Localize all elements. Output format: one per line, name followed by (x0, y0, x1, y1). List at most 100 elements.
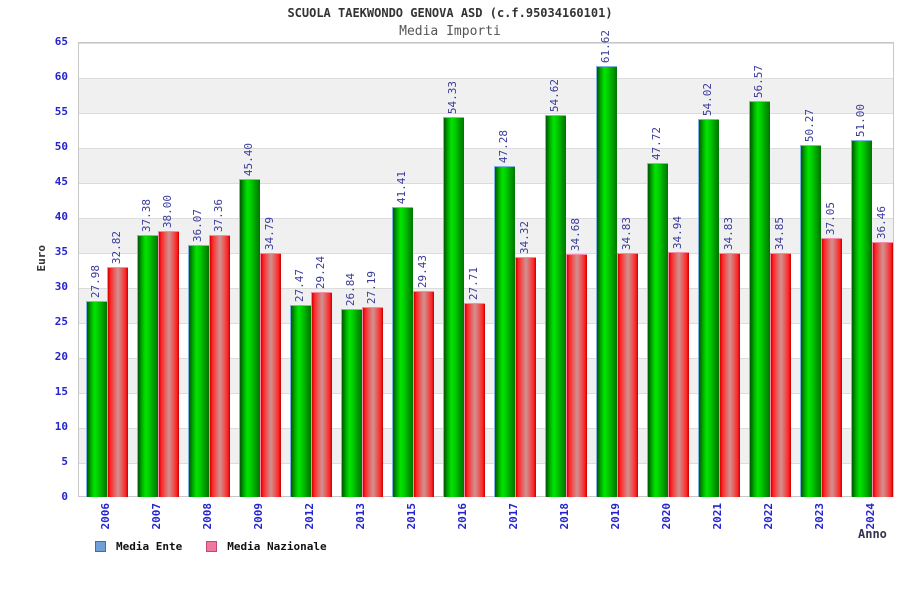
legend-label-media-nazionale: Media Nazionale (227, 540, 327, 553)
y-tick-label: 10 (54, 420, 68, 433)
x-tick-label: 2022 (762, 503, 775, 530)
legend-item-media-nazionale: Media Nazionale (206, 540, 327, 553)
bar-value-label: 34.83 (722, 216, 735, 250)
bar-media-ente (494, 166, 515, 497)
x-tick-label: 2021 (711, 503, 724, 530)
x-tick-label: 2013 (354, 503, 367, 530)
bar-media-nazionale (260, 253, 281, 497)
legend-item-media-ente: Media Ente (95, 540, 182, 553)
bar-value-label: 37.05 (824, 201, 837, 235)
bar-media-nazionale (464, 303, 485, 497)
bar-media-ente (800, 145, 821, 497)
bar-value-label: 32.82 (110, 230, 123, 264)
x-tick-label: 2019 (609, 503, 622, 530)
bar-media-nazionale (158, 231, 179, 497)
bar-value-label: 41.41 (395, 170, 408, 204)
bar-media-ente (290, 305, 311, 497)
bar-value-label: 37.38 (140, 198, 153, 232)
bar-media-ente (443, 117, 464, 497)
bar-media-nazionale (413, 291, 434, 497)
bar-media-nazionale (821, 238, 842, 497)
bar-media-ente (851, 140, 872, 497)
bar-value-label: 27.98 (89, 264, 102, 298)
y-tick-label: 65 (54, 35, 68, 48)
bar-value-label: 51.00 (854, 103, 867, 137)
bar-media-ente (137, 235, 158, 497)
x-tick-label: 2007 (150, 503, 163, 530)
bar-media-nazionale (311, 292, 332, 497)
x-tick-label: 2020 (660, 503, 673, 530)
x-tick-label: 2024 (864, 503, 877, 530)
bar-value-label: 50.27 (803, 108, 816, 142)
bar-value-label: 29.43 (416, 254, 429, 288)
bar-value-label: 34.68 (569, 217, 582, 251)
bar-value-label: 45.40 (242, 142, 255, 176)
bar-value-label: 54.62 (548, 78, 561, 112)
y-tick-label: 20 (54, 350, 68, 363)
bar-media-ente (188, 245, 209, 497)
bar-media-nazionale (770, 253, 791, 497)
x-tick-label: 2023 (813, 503, 826, 530)
bar-value-label: 27.71 (467, 266, 480, 300)
bar-value-label: 38.00 (161, 194, 174, 228)
y-tick-label: 30 (54, 280, 68, 293)
bar-media-nazionale (107, 267, 128, 497)
bar-value-label: 34.85 (773, 216, 786, 250)
bar-value-label: 47.28 (497, 129, 510, 163)
bar-media-ente (647, 163, 668, 497)
bar-value-label: 34.79 (263, 216, 276, 250)
bar-value-label: 36.07 (191, 208, 204, 242)
legend: Media Ente Media Nazionale (95, 540, 327, 553)
legend-swatch-media-nazionale (206, 541, 218, 552)
x-tick-label: 2015 (405, 503, 418, 530)
bar-media-ente (596, 66, 617, 497)
bar-value-label: 47.72 (650, 126, 663, 160)
bar-media-ente (698, 119, 719, 497)
y-tick-label: 0 (61, 490, 68, 503)
bar-media-nazionale (617, 253, 638, 497)
legend-label-media-ente: Media Ente (116, 540, 183, 553)
y-tick-label: 50 (54, 140, 68, 153)
y-tick-label: 25 (54, 315, 68, 328)
bar-value-label: 29.24 (314, 255, 327, 289)
x-tick-label: 2012 (303, 503, 316, 530)
bar-media-nazionale (719, 253, 740, 497)
legend-swatch-media-ente (95, 541, 106, 552)
x-tick-label: 2006 (99, 503, 112, 530)
x-tick-label: 2009 (252, 503, 265, 530)
chart-subtitle: Media Importi (399, 24, 501, 39)
bar-value-label: 54.33 (446, 80, 459, 114)
bar-media-ente (749, 101, 770, 497)
bar-media-nazionale (515, 257, 536, 497)
y-tick-label: 55 (54, 105, 68, 118)
bar-media-ente (392, 207, 413, 497)
bar-value-label: 34.94 (671, 215, 684, 249)
bar-value-label: 56.57 (752, 64, 765, 98)
bar-value-label: 36.46 (875, 205, 888, 239)
bar-media-nazionale (209, 235, 230, 497)
bar-media-nazionale (668, 252, 689, 497)
bar-media-nazionale (566, 254, 587, 497)
x-axis-label: Anno (858, 527, 887, 541)
bar-media-ente (341, 309, 362, 497)
y-tick-label: 40 (54, 210, 68, 223)
bar-value-label: 26.84 (344, 272, 357, 306)
chart-title: SCUOLA TAEKWONDO GENOVA ASD (c.f.9503416… (287, 6, 613, 20)
x-tick-label: 2016 (456, 503, 469, 530)
y-tick-label: 45 (54, 175, 68, 188)
y-tick-label: 60 (54, 70, 68, 83)
bar-value-label: 54.02 (701, 82, 714, 116)
bar-value-label: 27.19 (365, 270, 378, 304)
bar-value-label: 27.47 (293, 268, 306, 302)
bar-value-label: 61.62 (599, 29, 612, 63)
x-tick-label: 2018 (558, 503, 571, 530)
bar-media-ente (86, 301, 107, 497)
bar-media-nazionale (872, 242, 893, 497)
y-tick-label: 35 (54, 245, 68, 258)
bar-value-label: 37.36 (212, 198, 225, 232)
y-tick-label: 15 (54, 385, 68, 398)
bar-media-nazionale (362, 307, 383, 497)
x-tick-label: 2008 (201, 503, 214, 530)
y-tick-label: 5 (61, 455, 68, 468)
